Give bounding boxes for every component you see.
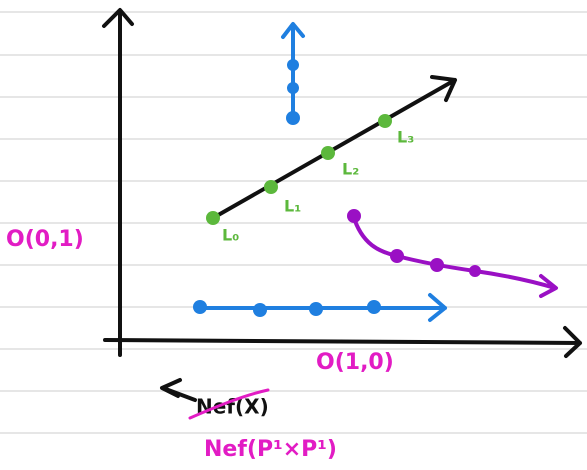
pointer-arrow [162,380,195,400]
replacement-label: Nef(P¹×P¹) [204,437,337,462]
point-label: L₀ [222,226,239,245]
blue-rays [197,24,445,320]
diagram: L₀ L₁ L₂ L₃ O(0,1) O(1,0) Nef(X) Nef(P¹×… [0,0,587,470]
point-label: L₂ [342,160,359,179]
point-label: L₁ [284,197,301,216]
horizontal-label: O(1,0) [316,350,394,375]
purple-curve [353,215,556,296]
diagonal-ray [213,77,455,218]
page: {"axis_labels": {"vertical": "O(0,1)", "… [0,0,587,470]
point-label: L₃ [397,128,414,147]
struck-label: Nef(X) [196,395,269,419]
axes [104,10,580,356]
vertical-label: O(0,1) [6,227,84,252]
